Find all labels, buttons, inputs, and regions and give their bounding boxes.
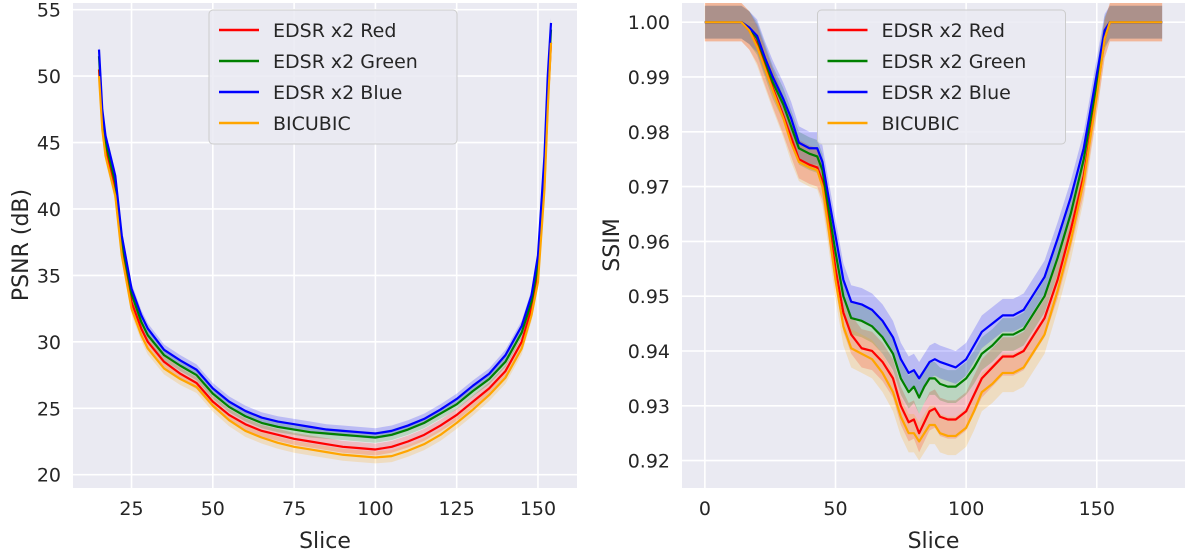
x-axis-label: Slice [908, 529, 960, 552]
psnr-chart: 25 50 75 100 125 150 20 25 30 35 40 45 50 55 Slice PSNR… [9, 0, 577, 552]
y-tick-label: 20 [37, 465, 61, 487]
y-tick-label: 0.93 [628, 396, 670, 418]
series-line-3 [97, 42, 553, 459]
plot-series [704, 3, 1163, 461]
x-tick-label: 50 [823, 498, 847, 520]
y-tick-label: 45 [37, 133, 61, 155]
series-line-1 [97, 29, 553, 439]
legend-box [208, 9, 458, 145]
y-tick-label: 0.98 [628, 122, 670, 144]
x-tick-label: 25 [119, 498, 143, 520]
series-line-0 [704, 21, 1163, 435]
series-line-2 [704, 21, 1163, 380]
ssim-chart: 0 50 100 150 0.92 0.93 0.94 0.95 0.96 0.97 0.98 0.9… [600, 3, 1185, 552]
y-tick-label: 0.96 [628, 231, 670, 253]
y-tick-label: 40 [37, 199, 61, 221]
y-tick-label: 1.00 [628, 12, 670, 34]
y-tick-label: 0.97 [628, 177, 670, 199]
legend-label: EDSR x2 Green [273, 51, 418, 73]
y-tick-label: 35 [37, 265, 61, 287]
x-tick-label: 150 [1079, 498, 1115, 520]
plot-series [97, 17, 553, 464]
y-axis-label: SSIM [600, 218, 625, 271]
y-tick-label: 0.92 [628, 451, 670, 473]
x-tick-label: 100 [357, 498, 393, 520]
legend-label: EDSR x2 Green [882, 51, 1027, 73]
x-tick-label: 125 [439, 498, 475, 520]
legend-label: EDSR x2 Blue [882, 82, 1011, 104]
y-tick-label: 25 [37, 398, 61, 420]
x-tick-label: 100 [948, 498, 984, 520]
y-tick-label: 30 [37, 332, 61, 354]
y-tick-label: 0.95 [628, 286, 670, 308]
y-tick-label: 50 [37, 66, 61, 88]
series-line-0 [97, 42, 553, 451]
series-line-3 [704, 21, 1163, 443]
series-line-2 [97, 22, 553, 435]
y-tick-label: 55 [37, 0, 61, 22]
legend-label: BICUBIC [882, 113, 960, 135]
legend-label: BICUBIC [273, 113, 351, 135]
legend-label: EDSR x2 Red [273, 20, 396, 42]
y-axis-label: PSNR (dB) [9, 189, 34, 301]
series-line-1 [704, 21, 1163, 399]
legend: EDSR x2 Red EDSR x2 Green EDSR x2 Blue BICU… [208, 9, 458, 145]
y-tick-label: 0.99 [628, 67, 670, 89]
x-axis-label: Slice [299, 529, 351, 552]
y-tick-label: 0.94 [628, 341, 670, 363]
x-tick-label: 0 [699, 498, 711, 520]
x-tick-label: 75 [282, 498, 306, 520]
legend-label: EDSR x2 Blue [273, 82, 402, 104]
legend: EDSR x2 Red EDSR x2 Green EDSR x2 Blue BICU… [817, 9, 1066, 145]
x-tick-label: 150 [520, 498, 556, 520]
x-tick-label: 50 [201, 498, 225, 520]
legend-box [817, 9, 1066, 145]
legend-label: EDSR x2 Red [882, 20, 1005, 42]
